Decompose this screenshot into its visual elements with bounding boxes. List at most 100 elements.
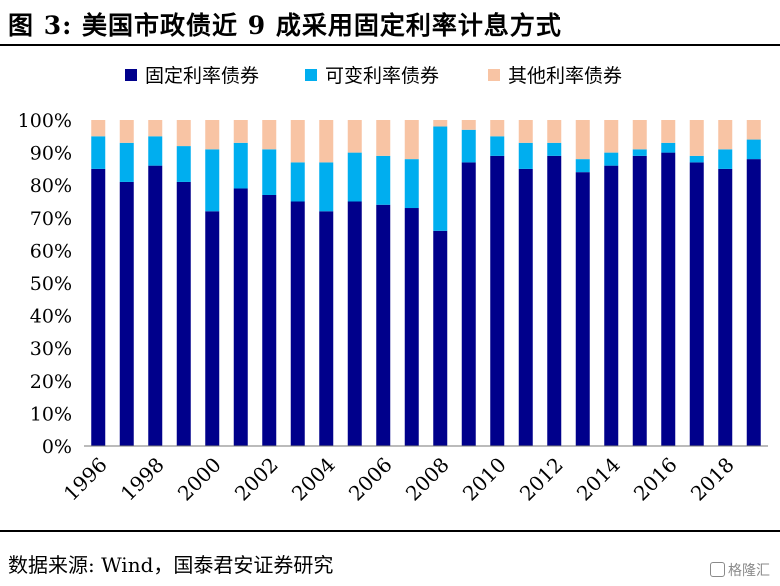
legend: 固定利率债券 可变利率债券 其他利率债券 (125, 65, 622, 87)
title-divider (0, 44, 780, 46)
y-tick-label: 70% (30, 208, 72, 230)
bar-segment-fixed-2002 (262, 194, 277, 446)
y-axis: 0% 10% 20% 30% 40% 50% 60% 70% 80% 90% 100% (18, 110, 72, 458)
y-tick-label: 80% (30, 175, 72, 197)
legend-swatch (305, 69, 317, 81)
bar-segment-variable-2013 (575, 159, 590, 173)
bar-segment-variable-2006 (376, 155, 391, 205)
legend-label: 其他利率债券 (508, 65, 622, 87)
legend-label: 可变利率债券 (325, 65, 439, 87)
bar-segment-other-2005 (347, 120, 362, 153)
bar-segment-variable-2004 (319, 162, 334, 212)
y-tick-label: 20% (30, 371, 72, 393)
bar-segment-variable-2015 (632, 149, 647, 156)
bar-segment-fixed-2007 (404, 208, 419, 446)
y-tick-label: 90% (30, 143, 72, 165)
bar-segment-other-1996 (91, 120, 106, 137)
bar-segment-fixed-1999 (176, 181, 191, 446)
bar-segment-fixed-2005 (347, 201, 362, 446)
x-tick-label: 2000 (173, 453, 226, 506)
y-tick-label: 30% (30, 338, 72, 360)
bar-segment-variable-2003 (290, 162, 305, 202)
bar-segment-fixed-2013 (575, 172, 590, 446)
x-tick-label: 2002 (230, 453, 283, 506)
bar-segment-other-2002 (262, 120, 277, 150)
bar-segment-other-2012 (547, 120, 562, 143)
chart-title: 图 3: 美国市政债近 9 成采用固定利率计息方式 (8, 11, 562, 40)
x-tick-label: 2014 (572, 453, 625, 506)
y-tick-label: 40% (30, 306, 72, 328)
bar-segment-fixed-2004 (319, 211, 334, 446)
source-note: 数据来源: Wind，国泰君安证券研究 (8, 553, 334, 577)
bar-segment-fixed-2010 (490, 155, 505, 447)
x-axis: 1996 1998 2000 2002 2004 2006 2008 2010 2012 2014… (59, 445, 768, 506)
bar-segment-other-2000 (205, 120, 220, 150)
bar-segment-other-2008 (433, 120, 448, 127)
bar-segment-fixed-2017 (689, 162, 704, 446)
bar-segment-other-2013 (575, 120, 590, 160)
y-tick-label: 0% (42, 436, 72, 458)
x-tick-label: 2012 (515, 453, 568, 506)
bar-segment-other-2007 (404, 120, 419, 160)
bar-segment-variable-2009 (461, 129, 476, 163)
y-tick-label: 50% (30, 273, 72, 295)
bar-segment-fixed-2018 (718, 168, 733, 446)
bar-segment-fixed-2009 (461, 162, 476, 446)
x-tick-label: 2018 (686, 453, 739, 506)
bar-segment-fixed-2003 (290, 201, 305, 446)
bar-segment-variable-1998 (148, 136, 163, 166)
legend-label: 固定利率债券 (145, 65, 259, 87)
bar-segment-variable-2007 (404, 159, 419, 209)
bar-segment-variable-2019 (746, 139, 761, 160)
bar-segment-variable-2017 (689, 155, 704, 163)
bar-segment-other-2019 (746, 120, 761, 140)
bar-segment-other-2010 (490, 120, 505, 137)
x-tick-label: 2006 (344, 453, 397, 506)
y-tick-label: 100% (18, 110, 72, 132)
bar-segment-variable-2012 (547, 142, 562, 156)
bars (91, 120, 761, 447)
x-tick-label: 1996 (59, 453, 112, 506)
footer-divider (0, 530, 780, 532)
x-tick-label: 2008 (401, 453, 454, 506)
bar-segment-variable-2002 (262, 149, 277, 195)
y-tick-label: 10% (30, 403, 72, 425)
bar-segment-other-2004 (319, 120, 334, 163)
bar-segment-variable-2018 (718, 149, 733, 169)
bar-segment-other-2014 (604, 120, 619, 153)
y-tick-label: 60% (30, 240, 72, 262)
bar-segment-fixed-2019 (746, 159, 761, 446)
bar-segment-fixed-2000 (205, 211, 220, 446)
bar-segment-other-2017 (689, 120, 704, 156)
bar-segment-variable-1999 (176, 146, 191, 182)
bar-segment-other-2009 (461, 120, 476, 130)
watermark: 格隆汇 (710, 560, 770, 580)
bar-segment-variable-1997 (119, 142, 134, 182)
bar-segment-other-2018 (718, 120, 733, 150)
bar-segment-other-1998 (148, 120, 163, 137)
bar-segment-fixed-2015 (632, 155, 647, 447)
stacked-bar-chart: 固定利率债券 可变利率债券 其他利率债券 0% 10% 20% 30% 40% 50% 60% 7… (18, 65, 768, 506)
bar-segment-variable-2005 (347, 152, 362, 202)
bar-segment-other-2003 (290, 120, 305, 163)
bar-segment-other-2015 (632, 120, 647, 150)
watermark-text: 格隆汇 (728, 563, 770, 579)
bar-segment-variable-2000 (205, 149, 220, 212)
bar-segment-variable-2010 (490, 136, 505, 156)
bar-segment-fixed-1996 (91, 168, 106, 446)
bar-segment-variable-1996 (91, 136, 106, 169)
legend-swatch (488, 69, 500, 81)
watermark-logo-icon (710, 562, 725, 577)
bar-segment-other-1997 (119, 120, 134, 143)
bar-segment-variable-2016 (661, 142, 676, 153)
bar-segment-other-2016 (661, 120, 676, 143)
bar-segment-fixed-1998 (148, 165, 163, 446)
bar-segment-fixed-2006 (376, 204, 391, 446)
x-tick-label: 2016 (629, 453, 682, 506)
bar-segment-other-2011 (518, 120, 533, 143)
bar-segment-fixed-2001 (233, 188, 248, 446)
legend-swatch (125, 69, 137, 81)
bar-segment-other-1999 (176, 120, 191, 147)
bar-segment-fixed-2014 (604, 165, 619, 446)
bar-segment-fixed-2008 (433, 230, 448, 446)
